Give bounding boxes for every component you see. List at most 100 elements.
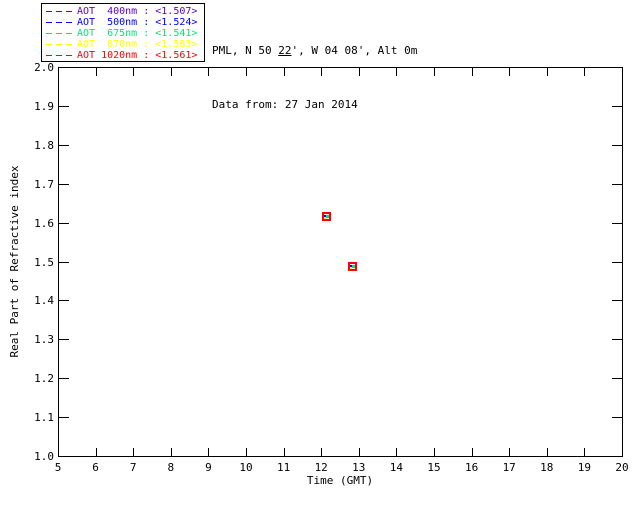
y-tick-label: 1.3 bbox=[34, 333, 54, 347]
x-tick-top bbox=[434, 68, 435, 76]
y-tick bbox=[59, 339, 69, 341]
x-tick bbox=[434, 448, 435, 456]
y-tick bbox=[59, 183, 69, 185]
x-tick bbox=[133, 448, 135, 456]
data-point-marker bbox=[321, 211, 331, 221]
x-axis-label: Time (GMT) bbox=[306, 474, 374, 487]
y-tick-right bbox=[612, 339, 622, 341]
x-tick-top bbox=[170, 68, 172, 76]
x-tick-top bbox=[58, 68, 59, 76]
y-tick-right bbox=[612, 183, 622, 185]
x-tick-label: 20 bbox=[615, 461, 629, 474]
x-tick bbox=[170, 448, 172, 456]
y-tick-right bbox=[612, 105, 622, 107]
legend-label: AOT 870nm : <1.583> bbox=[77, 39, 198, 50]
y-tick bbox=[59, 67, 69, 68]
legend-label: AOT 500nm : <1.524> bbox=[77, 17, 198, 28]
x-tick-label: 11 bbox=[276, 461, 291, 474]
legend-line-sample bbox=[46, 33, 73, 34]
marker-overplot-pixel bbox=[352, 265, 356, 269]
x-tick-top bbox=[321, 68, 323, 76]
legend-row: AOT 400nm : <1.507> bbox=[46, 6, 201, 17]
y-tick-right bbox=[612, 261, 622, 263]
x-tick bbox=[471, 448, 473, 456]
y-tick-label: 1.2 bbox=[34, 372, 54, 386]
legend-row: AOT 675nm : <1.541> bbox=[46, 28, 201, 39]
y-tick-right bbox=[612, 300, 622, 302]
x-tick-label: 14 bbox=[389, 461, 404, 474]
y-tick bbox=[59, 378, 69, 380]
header-location-minutes: 22 bbox=[278, 44, 292, 57]
y-tick-right bbox=[612, 222, 622, 224]
x-tick-label: 18 bbox=[540, 461, 554, 474]
x-tick-top bbox=[133, 68, 135, 76]
plot-frame bbox=[58, 67, 623, 457]
y-tick-right bbox=[612, 67, 622, 68]
x-tick-top bbox=[358, 68, 360, 76]
x-tick-label: 16 bbox=[464, 461, 479, 474]
y-tick bbox=[59, 456, 69, 457]
header-location-line: PML, N 50 22', W 04 08', Alt 0m bbox=[212, 42, 417, 60]
data-point-marker bbox=[348, 262, 358, 272]
x-tick bbox=[584, 448, 586, 456]
y-tick-label: 1.0 bbox=[34, 450, 54, 463]
x-tick bbox=[396, 448, 398, 456]
x-tick-label: 15 bbox=[427, 461, 441, 474]
legend-box: AOT 400nm : <1.507> AOT 500nm : <1.524> AO… bbox=[41, 3, 205, 62]
x-tick bbox=[208, 448, 210, 456]
x-tick-label: 5 bbox=[54, 461, 62, 474]
x-tick-top bbox=[283, 68, 285, 76]
x-tick-top bbox=[546, 68, 548, 76]
x-tick bbox=[321, 448, 323, 456]
x-tick-top bbox=[246, 68, 247, 76]
legend-label: AOT 400nm : <1.507> bbox=[77, 6, 198, 17]
legend-line-sample bbox=[46, 55, 73, 56]
legend-line-sample bbox=[46, 22, 73, 23]
x-tick-top bbox=[396, 68, 398, 76]
y-tick-right bbox=[612, 417, 622, 419]
y-tick bbox=[59, 105, 69, 107]
x-tick bbox=[546, 448, 548, 456]
marker-overplot-pixel bbox=[350, 267, 353, 270]
y-tick bbox=[59, 261, 69, 263]
y-tick-right bbox=[612, 144, 622, 146]
y-tick-label: 1.4 bbox=[34, 294, 54, 308]
x-tick-label: 12 bbox=[314, 461, 328, 474]
x-tick-top bbox=[584, 68, 586, 76]
y-tick-label: 1.6 bbox=[34, 216, 54, 230]
x-tick-label: 13 bbox=[352, 461, 366, 474]
legend-row: AOT 1020nm : <1.561> bbox=[46, 50, 201, 61]
x-tick bbox=[622, 448, 623, 456]
legend-line-sample bbox=[46, 11, 73, 12]
x-tick-label: 10 bbox=[239, 461, 253, 474]
marker-overplot-pixel bbox=[323, 214, 326, 218]
y-tick-right bbox=[612, 456, 622, 457]
legend-row: AOT 870nm : <1.583> bbox=[46, 39, 201, 50]
x-tick bbox=[58, 448, 59, 456]
x-tick bbox=[509, 448, 511, 456]
x-tick bbox=[283, 448, 285, 456]
marker-overplot-pixel bbox=[323, 216, 326, 219]
x-tick-label: 6 bbox=[92, 461, 99, 474]
y-tick bbox=[59, 144, 69, 146]
legend-row: AOT 500nm : <1.524> bbox=[46, 17, 201, 28]
x-tick-top bbox=[95, 68, 97, 76]
y-tick-label: 1.8 bbox=[34, 138, 54, 152]
x-tick-top bbox=[208, 68, 210, 76]
x-tick-top bbox=[471, 68, 473, 76]
x-tick-label: 7 bbox=[129, 461, 137, 474]
plot-header: PML, N 50 22', W 04 08', Alt 0m Data fro… bbox=[212, 6, 417, 150]
y-tick-label: 1.1 bbox=[34, 411, 54, 425]
x-tick bbox=[358, 448, 360, 456]
x-tick bbox=[95, 448, 97, 456]
header-location-suffix: ', W 04 08', Alt 0m bbox=[291, 44, 418, 57]
y-tick-label: 2.0 bbox=[34, 61, 54, 74]
y-tick-label: 1.7 bbox=[34, 177, 54, 191]
x-tick-label: 9 bbox=[205, 461, 212, 474]
x-tick-top bbox=[622, 68, 623, 76]
x-tick-top bbox=[509, 68, 511, 76]
marker-overplot-pixel bbox=[350, 265, 353, 269]
y-tick bbox=[59, 417, 69, 419]
x-tick bbox=[246, 448, 247, 456]
